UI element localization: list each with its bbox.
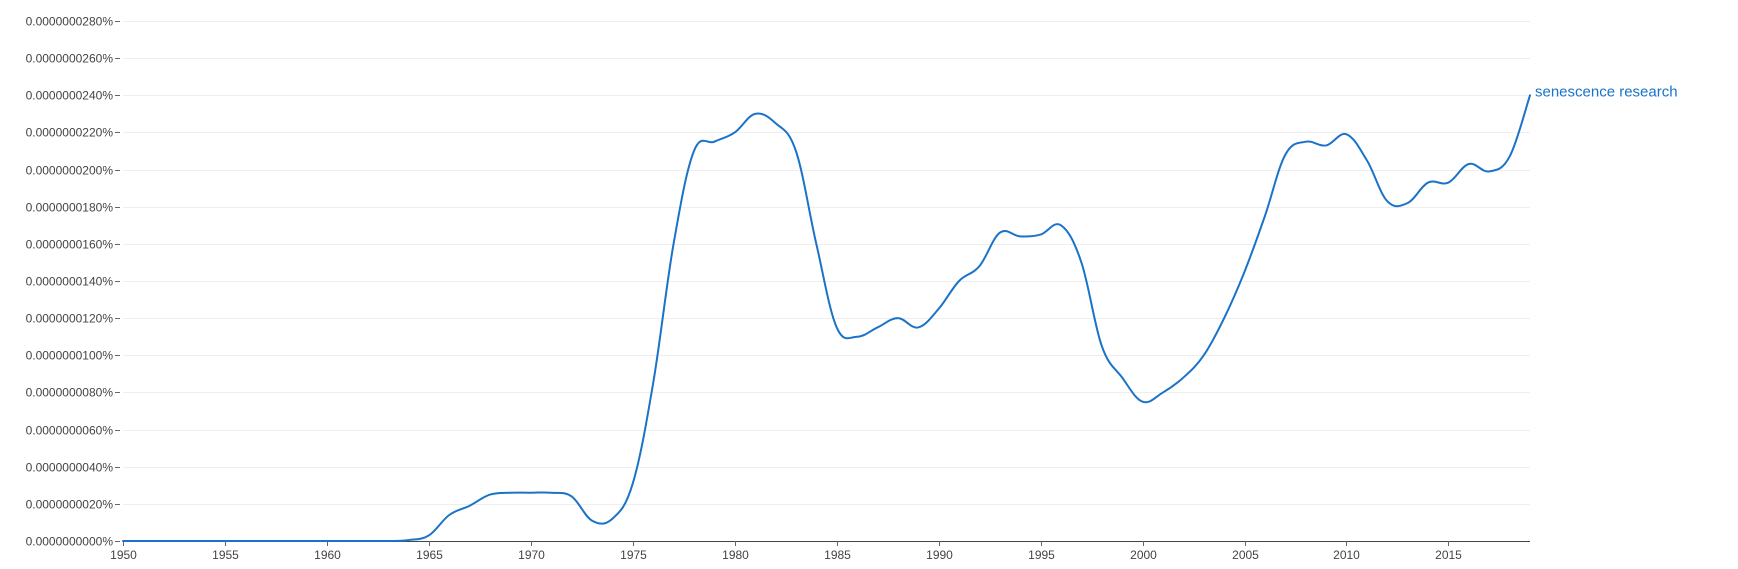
x-axis: 1950 1955 1960 1965 1970 1975 1980 1985 1990 1995… [110, 541, 1530, 562]
y-tick-label: 0.0000000100% [26, 349, 114, 363]
data-point[interactable] [1507, 154, 1513, 160]
y-tick-label: 0.0000000200% [26, 164, 114, 178]
y-tick-label: 0.0000000140% [26, 275, 114, 289]
x-tick-label: 1995 [1028, 548, 1055, 562]
data-point[interactable] [1343, 131, 1349, 137]
data-point[interactable] [1099, 343, 1105, 349]
data-point[interactable] [895, 315, 901, 321]
data-point[interactable] [120, 538, 126, 544]
data-point[interactable] [1303, 139, 1309, 145]
data-point[interactable] [956, 278, 962, 284]
data-point[interactable] [1527, 92, 1533, 98]
data-point[interactable] [1038, 232, 1044, 238]
x-tick-label: 2000 [1130, 548, 1157, 562]
data-point[interactable] [691, 148, 697, 154]
data-point[interactable] [997, 230, 1003, 236]
x-tick-label: 1990 [926, 548, 953, 562]
data-point[interactable] [1445, 180, 1451, 186]
data-point[interactable] [446, 512, 452, 518]
data-point[interactable] [630, 480, 636, 486]
y-tick-label: 0.0000000120% [26, 312, 114, 326]
data-point[interactable] [385, 538, 391, 544]
x-tick-label: 1980 [722, 548, 749, 562]
data-point[interactable] [1384, 198, 1390, 204]
x-tick-label: 2010 [1333, 548, 1360, 562]
x-tick-label: 1985 [824, 548, 851, 562]
x-tick-label: 1975 [620, 548, 647, 562]
data-point[interactable] [528, 490, 534, 496]
data-point[interactable] [1140, 399, 1146, 405]
data-point[interactable] [467, 503, 473, 509]
data-point[interactable] [1282, 152, 1288, 158]
data-point[interactable] [874, 324, 880, 330]
data-point[interactable] [936, 306, 942, 312]
x-tick-label: 1970 [518, 548, 545, 562]
data-point[interactable] [507, 490, 513, 496]
data-point[interactable] [1201, 352, 1207, 358]
data-point[interactable] [487, 492, 493, 498]
y-tick-label: 0.0000000260% [26, 52, 114, 66]
y-tick-label: 0.0000000020% [26, 498, 114, 512]
series-layer [120, 92, 1533, 544]
data-point[interactable] [1160, 389, 1166, 395]
data-point[interactable] [1017, 233, 1023, 239]
y-tick-label: 0.0000000000% [26, 535, 114, 549]
x-tick-label: 2005 [1232, 548, 1259, 562]
data-point[interactable] [1405, 200, 1411, 206]
data-point[interactable] [976, 263, 982, 269]
series-line[interactable] [122, 94, 1531, 542]
gridlines [123, 21, 1530, 505]
data-point[interactable] [1058, 222, 1064, 228]
y-tick-label: 0.0000000080% [26, 386, 114, 400]
data-point[interactable] [324, 538, 330, 544]
y-tick-label: 0.0000000280% [26, 15, 114, 29]
data-point[interactable] [732, 129, 738, 135]
data-point[interactable] [569, 493, 575, 499]
x-tick-label: 1960 [314, 548, 341, 562]
y-axis: 0.0000000000% 0.0000000020% 0.0000000040% 0… [26, 15, 120, 549]
x-tick-label: 1965 [416, 548, 443, 562]
data-point[interactable] [773, 120, 779, 126]
data-point[interactable] [1466, 161, 1472, 167]
y-tick-label: 0.0000000180% [26, 201, 114, 215]
data-point[interactable] [854, 334, 860, 340]
data-point[interactable] [1323, 142, 1329, 148]
data-point[interactable] [609, 516, 615, 522]
y-tick-label: 0.0000000240% [26, 89, 114, 103]
x-tick-label: 1950 [110, 548, 137, 562]
data-point[interactable] [834, 324, 840, 330]
data-point[interactable] [426, 532, 432, 538]
data-point[interactable] [1119, 375, 1125, 381]
data-point[interactable] [813, 241, 819, 247]
y-tick-label: 0.0000000160% [26, 238, 114, 252]
data-point[interactable] [405, 537, 411, 543]
x-tick-label: 2015 [1435, 548, 1462, 562]
data-point[interactable] [1180, 375, 1186, 381]
data-point[interactable] [1364, 157, 1370, 163]
data-point[interactable] [1425, 180, 1431, 186]
data-point[interactable] [1221, 315, 1227, 321]
data-point[interactable] [1486, 168, 1492, 174]
y-tick-label: 0.0000000220% [26, 126, 114, 140]
y-tick-label: 0.0000000060% [26, 424, 114, 438]
data-point[interactable] [650, 380, 656, 386]
data-point[interactable] [711, 139, 717, 145]
series-labels: senescence research [1535, 83, 1678, 100]
y-tick-label: 0.0000000040% [26, 461, 114, 475]
data-point[interactable] [589, 518, 595, 524]
x-tick-label: 1955 [212, 548, 239, 562]
data-point[interactable] [1078, 259, 1084, 265]
data-point[interactable] [671, 241, 677, 247]
data-point[interactable] [1242, 269, 1248, 275]
data-point[interactable] [752, 111, 758, 117]
data-point[interactable] [1262, 213, 1268, 219]
data-point[interactable] [793, 148, 799, 154]
data-point[interactable] [222, 538, 228, 544]
data-point[interactable] [548, 490, 554, 496]
series-label[interactable]: senescence research [1535, 83, 1678, 100]
data-point[interactable] [915, 324, 921, 330]
